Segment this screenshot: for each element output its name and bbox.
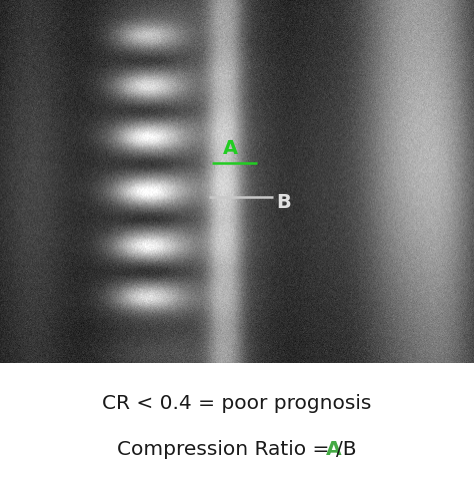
Text: A: A [222,138,237,158]
Text: Compression Ratio =: Compression Ratio = [117,440,335,459]
Text: /B: /B [337,440,357,459]
Text: CR < 0.4 = poor prognosis: CR < 0.4 = poor prognosis [102,394,372,413]
Text: B: B [276,193,291,211]
Text: A: A [326,440,342,459]
